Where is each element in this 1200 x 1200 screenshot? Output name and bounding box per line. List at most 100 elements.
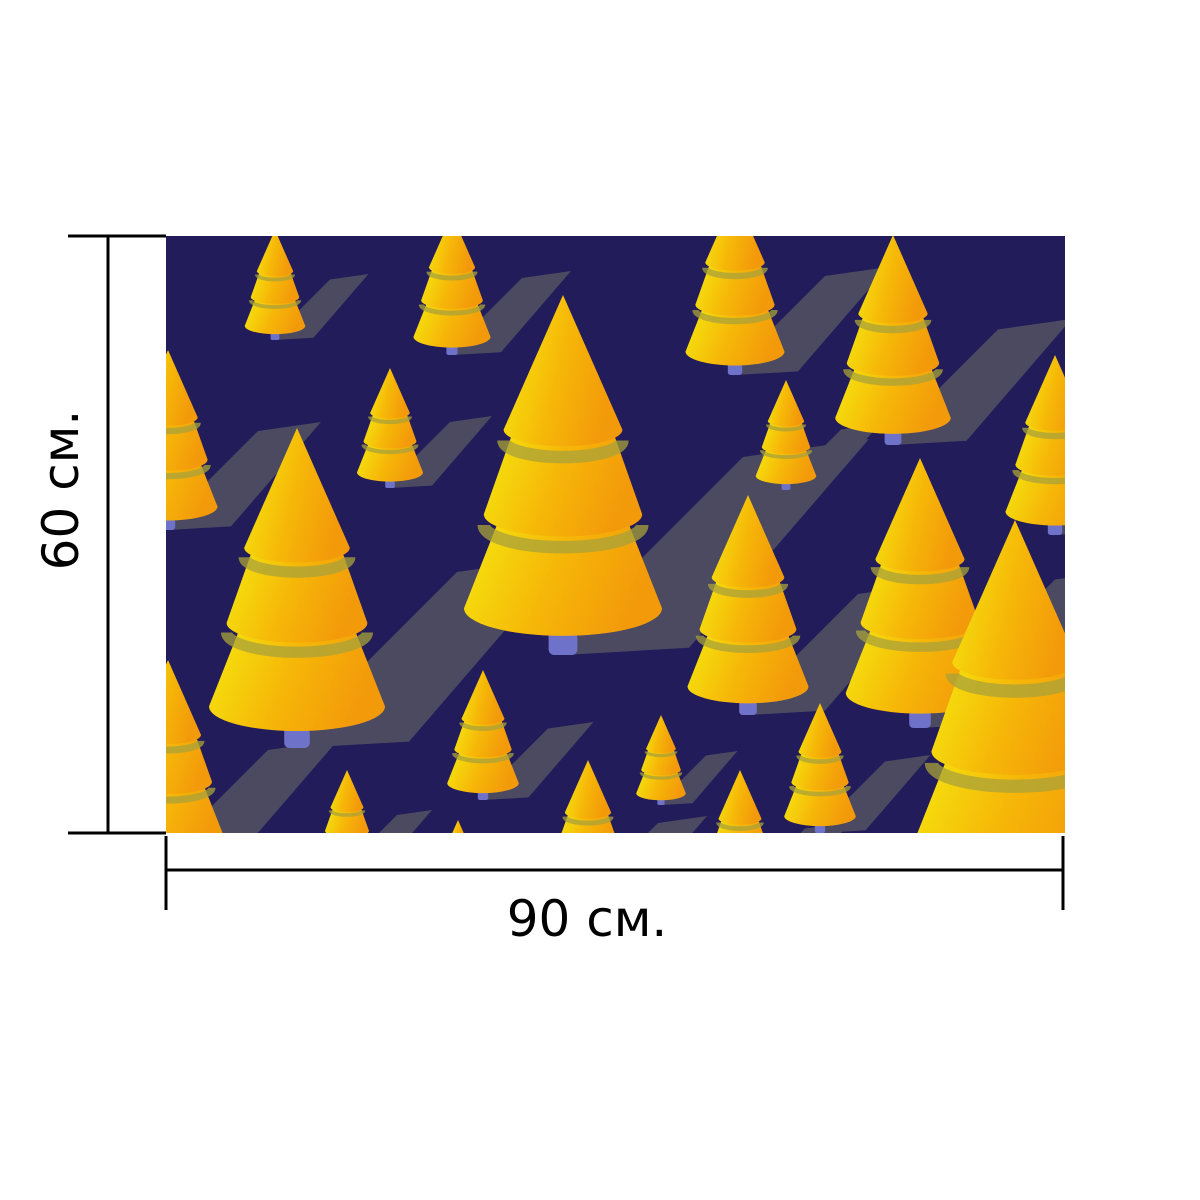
tree [1005, 355, 1065, 535]
tree-band [557, 849, 619, 858]
tree-tier [646, 715, 676, 753]
tree-band [765, 423, 807, 432]
height-label: 60 см. [32, 410, 90, 571]
tree-shadow [648, 816, 707, 833]
tree-band [445, 858, 471, 862]
tree-band [854, 318, 932, 334]
tree [464, 295, 662, 655]
tree-band [695, 634, 801, 653]
tree-tier [461, 670, 505, 725]
tree-trunk [735, 879, 745, 900]
tree-pattern [166, 236, 1065, 900]
tree-band [459, 721, 507, 731]
tree [325, 770, 369, 870]
tree-band [368, 415, 412, 425]
tree [917, 520, 1065, 900]
tree-band [562, 815, 614, 826]
tree-tier [704, 842, 776, 893]
tree-shadow [1055, 522, 1065, 535]
tree-band [497, 439, 629, 464]
tree-tier [875, 458, 965, 572]
tree-tier [705, 236, 765, 271]
tree-trunk [1000, 847, 1030, 900]
tree-tier [452, 820, 464, 833]
tree-band [759, 449, 813, 459]
tree [357, 368, 423, 488]
tree-tier [564, 760, 612, 819]
tree [835, 236, 951, 445]
tree-band [254, 273, 296, 282]
tree-band [166, 739, 205, 754]
tree-tier [1025, 355, 1065, 431]
tree-tier [370, 368, 410, 419]
tree-tier [445, 839, 471, 860]
tree-band [924, 761, 1065, 793]
tree [685, 236, 785, 375]
tree-band [692, 309, 778, 325]
tree-band [166, 464, 211, 480]
tree-band [1012, 469, 1065, 485]
tree [550, 760, 627, 893]
tree-band [221, 631, 373, 658]
tree-band [1022, 426, 1065, 440]
tree [784, 703, 856, 833]
tree-tier [256, 236, 294, 277]
tree-band [796, 754, 844, 764]
tree-band [789, 785, 851, 797]
tree-tier [166, 350, 198, 426]
tree-tier [503, 295, 623, 447]
tree-band [238, 556, 356, 578]
tree-tier [428, 236, 476, 274]
tree [413, 236, 491, 355]
tree [687, 495, 809, 715]
tree-shadow [800, 822, 851, 833]
tree-band [702, 266, 768, 280]
tree-band [711, 853, 768, 861]
tree-tier [166, 660, 201, 745]
tree-band [716, 821, 764, 831]
tree-trunk [343, 853, 351, 870]
tree [636, 715, 686, 805]
tree [166, 660, 223, 833]
tree-band [166, 787, 216, 804]
tree-band [843, 368, 943, 386]
tree-band [325, 834, 369, 840]
tree-band [452, 752, 514, 764]
tree-shadow [189, 740, 338, 833]
tree-tier [798, 703, 842, 758]
tree-tier [330, 770, 364, 813]
tree [447, 670, 519, 800]
tree [166, 350, 218, 530]
tree-tier [442, 853, 475, 876]
tree-band [426, 270, 478, 281]
tree-shadow [379, 810, 432, 833]
tree [755, 380, 817, 490]
tree-tier [550, 838, 627, 893]
tree-band [418, 303, 486, 316]
tree-band [248, 299, 302, 309]
tree [704, 770, 776, 900]
tree-band [361, 444, 419, 455]
tree [442, 820, 475, 876]
tree [244, 236, 306, 340]
tree-tier [767, 380, 805, 427]
tree-band [639, 772, 683, 780]
tree-tier [244, 428, 350, 563]
tree-band [707, 582, 789, 598]
dimension-lines [68, 234, 1065, 910]
tree-shadow [458, 844, 509, 880]
tree-band [477, 524, 649, 554]
tree-tier [858, 236, 928, 324]
tree-tier [952, 520, 1065, 680]
tree-band [448, 844, 468, 847]
tree-band [644, 750, 678, 758]
width-label: 90 см. [507, 890, 668, 948]
tree-band [870, 566, 970, 585]
tree [209, 428, 385, 748]
tree-tier [711, 495, 785, 588]
tree-tier [718, 770, 762, 825]
tree-band [945, 672, 1065, 698]
tree-band [328, 809, 366, 817]
